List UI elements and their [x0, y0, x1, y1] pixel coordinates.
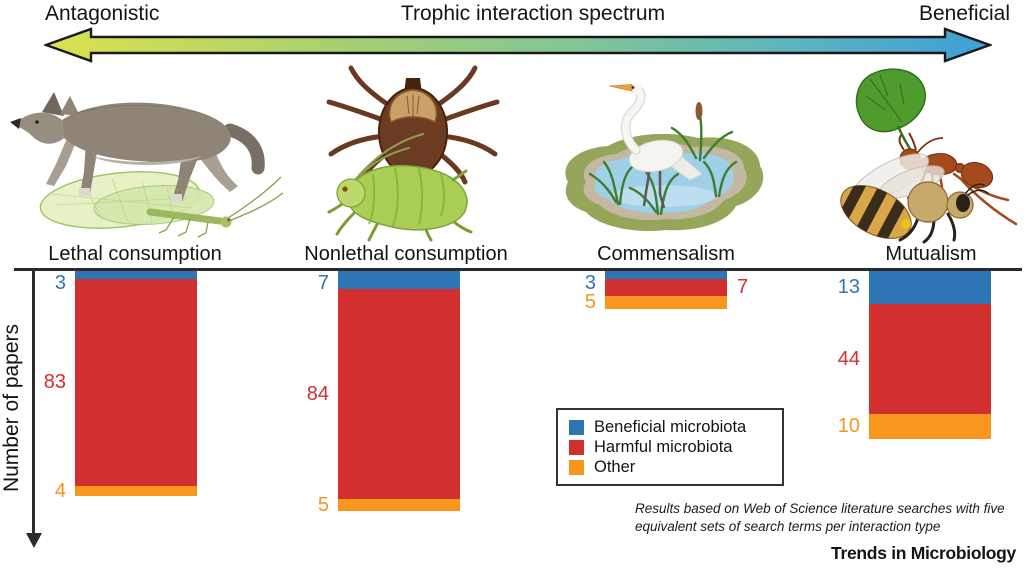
journal-name: Trends in Microbiology [831, 543, 1016, 563]
bar-segment [605, 271, 727, 279]
legend: Beneficial microbiota Harmful microbiota… [556, 408, 784, 486]
y-axis-line [32, 271, 35, 533]
bar-segment [869, 413, 991, 439]
category-label-lethal-consumption: Lethal consumption [48, 243, 222, 265]
aphid-icon [327, 133, 473, 242]
bar-segment [75, 486, 197, 496]
wolf-icon [10, 92, 265, 202]
legend-item-harmful: Harmful microbiota [569, 437, 782, 457]
bar-segment [75, 271, 197, 279]
egret-pond-illustration [565, 83, 764, 232]
bar-segment [75, 278, 197, 486]
lacewing-icon [39, 171, 284, 238]
bar-segment [338, 271, 460, 289]
bar-segment [605, 296, 727, 309]
legend-label-harmful: Harmful microbiota [594, 437, 733, 456]
bar-segment [338, 498, 460, 511]
bar-value-label: 4 [54, 480, 66, 502]
bar-value-label: 13 [837, 276, 860, 299]
spectrum-label-antagonistic: Antagonistic [45, 2, 160, 25]
cattail-icon [695, 102, 703, 120]
category-label-mutualism: Mutualism [885, 243, 977, 265]
legend-item-other: Other [569, 457, 782, 477]
bar-value-label: 10 [837, 415, 860, 437]
leaf-icon [855, 68, 927, 150]
legend-swatch-beneficial-icon [569, 419, 584, 435]
category-label-nonlethal-consumption: Nonlethal consumption [304, 243, 508, 265]
bar-segment [869, 271, 991, 304]
legend-swatch-harmful-icon [569, 439, 584, 455]
spectrum-title: Trophic interaction spectrum [400, 2, 666, 25]
category-label-commensalism: Commensalism [597, 243, 735, 265]
ant-bee-illustration [833, 68, 1018, 244]
bar-value-label: 7 [737, 276, 749, 299]
bar-value-label: 83 [43, 371, 66, 394]
bar-value-label: 44 [837, 347, 860, 370]
tick-aphid-illustration [326, 65, 500, 242]
bar-value-label: 3 [54, 272, 66, 294]
bar-value-label: 7 [317, 272, 329, 294]
bar-segment [869, 303, 991, 414]
bar-value-label: 5 [584, 291, 596, 314]
legend-label-beneficial: Beneficial microbiota [594, 417, 747, 436]
tick-icon [326, 65, 500, 185]
bar-value-label: 5 [317, 493, 329, 516]
wolf-lacewing-illustration [10, 92, 284, 238]
methods-note-line2: equivalent sets of search terms per inte… [635, 518, 941, 534]
legend-label-other: Other [594, 457, 636, 476]
bar-segment [605, 278, 727, 296]
spectrum-gradient-arrow-icon [44, 27, 992, 63]
methods-note-line1: Results based on Web of Science literatu… [635, 501, 1005, 516]
bar-value-label: 3 [584, 272, 596, 294]
stacked-bars: 3 83 4 7 84 5 3 7 5 13 44 10 [0, 271, 1024, 571]
x-axis-line [14, 268, 1022, 271]
bar-value-label: 84 [306, 382, 329, 405]
methods-note: Results based on Web of Science literatu… [635, 500, 1005, 535]
bee-icon [833, 153, 989, 244]
y-axis-arrowhead-icon [26, 533, 42, 548]
egret-icon [608, 83, 703, 209]
legend-swatch-other-icon [569, 459, 584, 475]
spectrum-label-beneficial: Beneficial [918, 2, 1010, 25]
legend-item-beneficial: Beneficial microbiota [569, 417, 782, 437]
bar-segment [338, 288, 460, 499]
